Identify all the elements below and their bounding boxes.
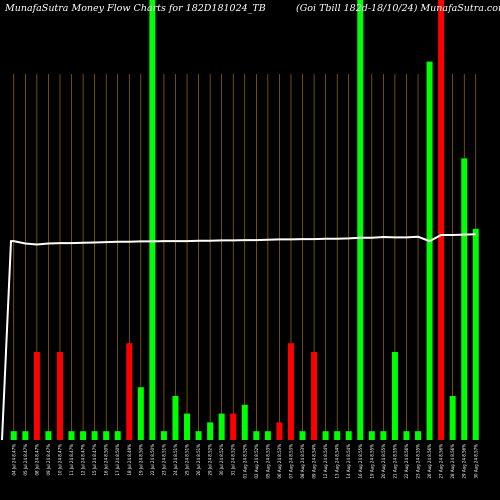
bar (149, 0, 156, 440)
x-tick-label: 20 Aug 24 8.55% (381, 444, 386, 479)
bar (391, 352, 398, 440)
x-tick-labels: 04 Jul 24 8.47% 05 Jul 24 8.47% 08 Jul 24 … (11, 444, 478, 479)
bar (33, 352, 40, 440)
bar (172, 396, 179, 440)
bar (253, 431, 260, 440)
x-tick-label: 16 Aug 24 8.55% (358, 444, 363, 479)
x-tick-label: 26 Jul 24 8.51% (196, 444, 201, 476)
bar (472, 228, 479, 440)
x-tick-label: 23 Aug 24 8.55% (416, 444, 421, 479)
bar (380, 431, 387, 440)
x-tick-label: 08 Aug 24 8.53% (300, 444, 305, 479)
x-tick-label: 11 Jul 24 8.47% (69, 444, 74, 476)
x-tick-label: 01 Aug 24 8.52% (242, 444, 247, 479)
flow-line-layer (1, 233, 476, 441)
bar (264, 431, 271, 440)
bar (276, 422, 283, 440)
bar (345, 431, 352, 440)
chart-title-left: MunafaSutra Money Flow Charts for 182D18… (4, 3, 266, 14)
x-tick-label: 22 Jul 24 8.50% (150, 444, 155, 476)
x-tick-label: 31 Jul 24 8.52% (231, 444, 236, 476)
bar (45, 431, 52, 440)
bar (403, 431, 410, 440)
bar (415, 431, 422, 440)
bar (230, 413, 237, 440)
bar (299, 431, 306, 440)
bar (22, 431, 29, 440)
x-tick-label: 14 Aug 24 8.54% (346, 444, 351, 479)
x-tick-label: 30 Jul 24 8.52% (219, 444, 224, 476)
x-tick-label: 12 Aug 24 8.54% (323, 444, 328, 479)
x-tick-label: 12 Jul 24 8.47% (81, 444, 86, 476)
x-tick-label: 07 Aug 24 8.53% (288, 444, 293, 479)
x-tick-label: 28 Aug 24 8.56% (450, 444, 455, 479)
x-tick-label: 23 Jul 24 8.51% (161, 444, 166, 476)
x-tick-label: 24 Jul 24 8.51% (173, 444, 178, 476)
bar (438, 0, 445, 440)
x-tick-label: 15 Jul 24 8.47% (92, 444, 97, 476)
bar (126, 343, 133, 440)
bar (357, 0, 364, 440)
bar (68, 431, 75, 440)
x-tick-label: 25 Jul 24 8.51% (185, 444, 190, 476)
bar (56, 352, 63, 440)
bar (160, 431, 167, 440)
bar (241, 404, 248, 440)
x-tick-label: 22 Aug 24 8.56% (404, 444, 409, 479)
x-tick-label: 08 Jul 24 8.47% (34, 444, 39, 476)
x-tick-label: 09 Aug 24 8.54% (312, 444, 317, 479)
x-tick-label: 06 Aug 24 8.53% (277, 444, 282, 479)
bar (103, 431, 110, 440)
x-tick-label: 05 Jul 24 8.47% (23, 444, 28, 476)
bar (218, 413, 225, 440)
bar (368, 431, 375, 440)
x-tick-label: 17 Jul 24 8.50% (115, 444, 120, 476)
bar (195, 431, 202, 440)
x-tick-label: 29 Aug 24 8.56% (462, 444, 467, 479)
bar (80, 431, 87, 440)
x-tick-label: 21 Aug 24 8.55% (392, 444, 397, 479)
x-tick-label: 29 Jul 24 8.52% (208, 444, 213, 476)
x-tick-label: 16 Jul 24 8.50% (104, 444, 109, 476)
bar (311, 352, 318, 440)
bar (184, 413, 191, 440)
bar (91, 431, 98, 440)
x-tick-label: 10 Jul 24 8.47% (57, 444, 62, 476)
bars (10, 0, 479, 440)
x-tick-label: 26 Aug 24 8.56% (427, 444, 432, 479)
x-tick-label: 18 Jul 24 8.49% (127, 444, 132, 476)
x-tick-label: 09 Jul 24 8.47% (46, 444, 51, 476)
x-tick-label: 02 Aug 24 8.52% (254, 444, 259, 479)
x-tick-label: 04 Jul 24 8.47% (11, 444, 16, 476)
x-tick-label: 30 Aug 24 8.57% (473, 444, 478, 479)
bar (334, 431, 341, 440)
flow-line (1, 233, 476, 441)
bar (461, 158, 468, 440)
bar (10, 431, 17, 440)
x-tick-label: 27 Aug 24 8.56% (439, 444, 444, 479)
bar (449, 396, 456, 440)
bar (322, 431, 329, 440)
x-tick-label: 13 Aug 24 8.54% (335, 444, 340, 479)
chart-title-right: (Goi Tbill 182d-18/10/24) MunafaSutra.co… (296, 3, 500, 14)
bar (207, 422, 214, 440)
bar (287, 343, 294, 440)
bar (137, 387, 144, 440)
x-tick-label: 05 Aug 24 8.53% (265, 444, 270, 479)
bar (114, 431, 121, 440)
x-tick-label: 19 Jul 24 8.50% (138, 444, 143, 476)
grid-lines (13, 74, 477, 440)
bar (426, 61, 433, 440)
x-tick-label: 19 Aug 24 8.55% (369, 444, 374, 479)
